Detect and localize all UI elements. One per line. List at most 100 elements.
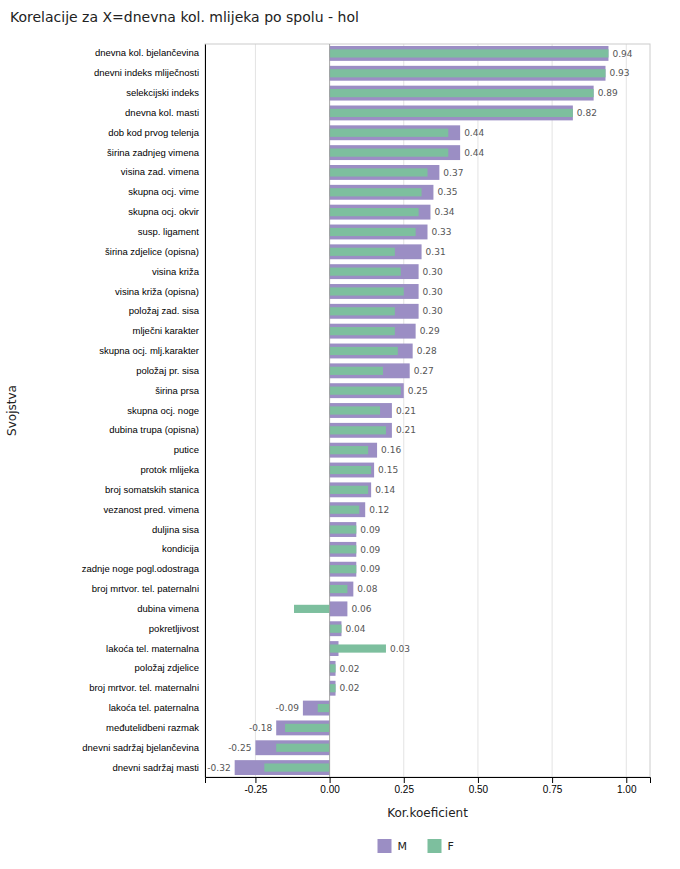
bar [330, 304, 419, 319]
bar [330, 542, 357, 557]
y-tick-label: lakoća tel. paternalna [109, 702, 200, 713]
data-label: 0.37 [443, 168, 463, 178]
bar [285, 724, 330, 732]
bar [330, 463, 375, 478]
y-tick: lakoća tel. maternalna [106, 643, 200, 654]
y-axis-title: Svojstva [5, 385, 19, 436]
y-tick: visina križa [152, 266, 200, 277]
legend-label: F [448, 840, 454, 853]
bar [330, 585, 348, 593]
y-tick-label: vezanost pred. vimena [103, 504, 199, 515]
bar [330, 145, 461, 160]
bar [264, 763, 329, 771]
y-tick: dob kod prvog telenja [108, 127, 200, 138]
y-tick-label: selekcijski indeks [126, 87, 199, 98]
y-tick-label: broj somatskih stanica [105, 484, 200, 495]
bar [330, 446, 369, 454]
bar [330, 363, 410, 378]
bar [330, 565, 357, 573]
y-tick: kondicija [162, 543, 200, 554]
bar [330, 664, 336, 672]
y-tick-label: širina zadnjeg vimena [107, 147, 200, 158]
bar [330, 403, 392, 418]
y-tick-label: skupna ocj. noge [127, 405, 199, 416]
data-label: 0.09 [360, 525, 380, 535]
bar [330, 248, 395, 256]
data-label: 0.02 [340, 664, 360, 674]
bar [318, 704, 330, 712]
y-tick-label: položaj zdjelice [135, 662, 199, 673]
x-tick: -0.25 [245, 777, 268, 795]
y-tick-label: kondicija [162, 543, 200, 554]
x-tick-label: 0.00 [320, 784, 340, 795]
y-tick-label: dnevna kol. bjelančevina [95, 47, 200, 58]
y-tick-label: širina zdjelice (opisna) [105, 246, 199, 257]
bar [330, 69, 606, 77]
legend-swatch [428, 839, 442, 853]
y-tick-label: protok mlijeka [140, 464, 199, 475]
x-tick-label: 0.50 [469, 784, 489, 795]
data-label: 0.08 [357, 584, 377, 594]
series-0 [235, 46, 609, 775]
data-label: -0.25 [228, 743, 251, 753]
y-tick-label: visina križa (opisna) [115, 286, 199, 297]
chart: Korelacije za X=dnevna kol. mlijeka po s… [0, 0, 680, 869]
legend-item: F [428, 839, 454, 853]
y-tick: selekcijski indeks [126, 87, 199, 98]
y-tick-label: zadnje noge pogl.odostraga [82, 563, 200, 574]
y-tick: visina križa (opisna) [115, 286, 199, 297]
data-label: 0.29 [420, 326, 440, 336]
bar [330, 684, 336, 692]
y-tick: mlječni karakter [132, 325, 199, 336]
data-labels: 0.940.930.890.820.440.440.370.350.340.33… [207, 49, 632, 773]
data-label: 0.33 [432, 227, 452, 237]
y-tick: broj mrtvor. tel. maternalni [89, 682, 199, 693]
x-tick: 0.25 [395, 777, 415, 795]
data-label: 0.06 [351, 604, 371, 614]
bar [330, 205, 431, 220]
bar [330, 86, 594, 101]
y-tick-label: broj mrtvor. tel. paternalni [92, 583, 199, 594]
data-label: 0.12 [369, 505, 389, 515]
data-label: 0.30 [423, 306, 443, 316]
bars [235, 46, 609, 775]
y-tick: širina zadnjeg vimena [107, 147, 200, 158]
y-tick: visina zad. vimena [121, 166, 200, 177]
x-tick-mark [404, 777, 405, 783]
bar [330, 287, 404, 295]
bar [330, 284, 419, 299]
title: Korelacije za X=dnevna kol. mlijeka po s… [10, 9, 359, 25]
data-label: 0.27 [414, 366, 434, 376]
y-tick-label: skupna ocj. okvir [128, 206, 199, 217]
data-label: 0.04 [345, 624, 365, 634]
x-tick: 0.50 [469, 777, 489, 795]
bar [330, 383, 404, 398]
y-tick: pokretljivost [149, 623, 200, 634]
y-tick: putice [174, 444, 199, 455]
bar [330, 324, 416, 339]
bar [330, 347, 398, 355]
bar [330, 426, 386, 434]
bar [330, 625, 342, 633]
bar [235, 760, 330, 775]
y-tick-label: dnevni sadržaj masti [112, 762, 199, 773]
bar [330, 66, 606, 81]
bar [330, 165, 440, 180]
bar [330, 466, 372, 474]
data-label: -0.32 [207, 763, 230, 773]
y-tick: skupna ocj. noge [127, 405, 199, 416]
bar [330, 482, 372, 497]
y-tick: dnevni sadržaj masti [112, 762, 199, 773]
y-tick: širina prsa [155, 385, 200, 396]
bar [330, 562, 357, 577]
x-tick-mark [626, 777, 627, 783]
y-tick-label: dnevni sadržaj bjelančevina [82, 742, 199, 753]
data-label: 0.94 [612, 49, 632, 59]
bar [330, 486, 369, 494]
x-tick: 0.00 [320, 777, 340, 795]
y-tick: dnevni sadržaj bjelančevina [82, 742, 199, 753]
y-tick: dubina trupa (opisna) [109, 424, 199, 435]
y-tick: položaj zdjelice [135, 662, 199, 673]
bar [330, 525, 357, 533]
bar [330, 125, 461, 140]
